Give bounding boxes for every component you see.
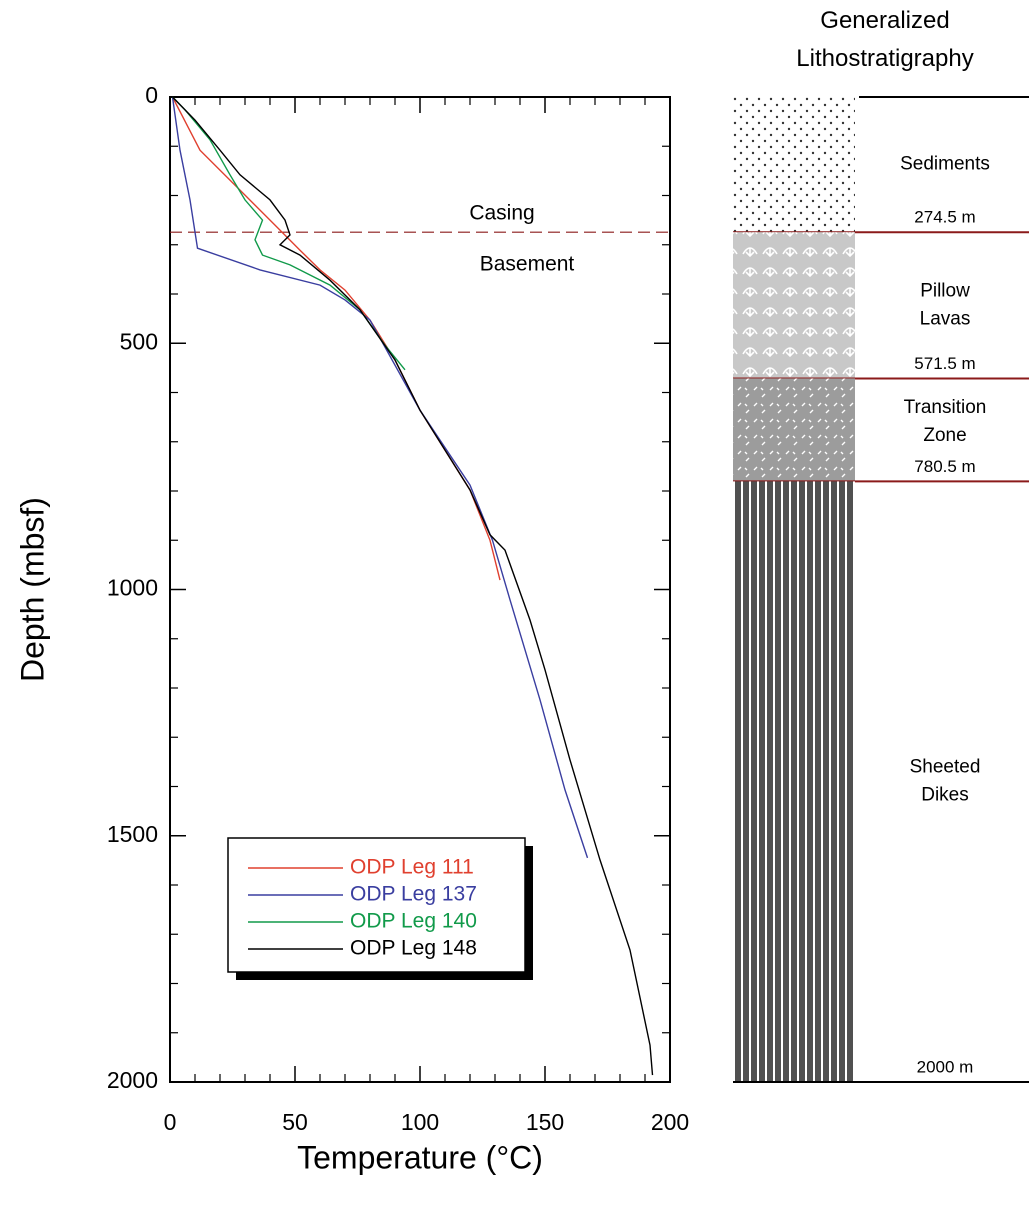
layer-name: Sheeted Dikes bbox=[910, 757, 981, 806]
strat-title: Generalized Lithostratigraphy bbox=[796, 7, 973, 72]
legend-label: ODP Leg 148 bbox=[350, 937, 477, 960]
x-tick-label: 0 bbox=[164, 1109, 177, 1135]
series-line bbox=[171, 96, 501, 581]
title-line: Lithostratigraphy bbox=[796, 45, 973, 72]
layer bbox=[733, 232, 855, 379]
y-axis-label: Depth (mbsf) bbox=[14, 497, 50, 682]
depth-label: 780.5 m bbox=[914, 457, 975, 476]
name-line: Transition bbox=[904, 397, 987, 418]
title-line: Generalized bbox=[820, 7, 949, 34]
annotation: Casing bbox=[469, 202, 534, 225]
series-line bbox=[171, 96, 406, 371]
legend-label: ODP Leg 140 bbox=[350, 910, 477, 933]
layer-name: Sediments bbox=[900, 154, 990, 175]
series-line bbox=[171, 96, 654, 1076]
layer bbox=[733, 481, 855, 1082]
x-tick-label: 50 bbox=[282, 1109, 308, 1135]
layer-name: Transition Zone bbox=[904, 397, 987, 446]
layer bbox=[733, 97, 855, 233]
layer bbox=[733, 378, 855, 482]
depth-label: 274.5 m bbox=[914, 208, 975, 227]
name-line: Zone bbox=[923, 425, 966, 446]
name-line: Sediments bbox=[900, 154, 990, 175]
y-tick-label: 500 bbox=[120, 328, 158, 354]
x-axis-label: Temperature (°C) bbox=[297, 1139, 543, 1175]
strat-title-text: Generalized Lithostratigraphy bbox=[796, 7, 973, 72]
name-line: Pillow bbox=[920, 280, 970, 301]
depth-label: 571.5 m bbox=[914, 354, 975, 373]
name-line: Lavas bbox=[920, 308, 971, 329]
x-tick-label: 100 bbox=[401, 1109, 439, 1135]
y-tick-label: 2000 bbox=[107, 1067, 158, 1093]
y-tick-label: 1000 bbox=[107, 575, 158, 601]
name-line: Dikes bbox=[921, 785, 969, 806]
legend-label: ODP Leg 111 bbox=[350, 856, 474, 879]
layer-name: Pillow Lavas bbox=[920, 280, 971, 329]
y-tick-label: 0 bbox=[145, 82, 158, 108]
series-line bbox=[171, 96, 589, 859]
x-tick-label: 200 bbox=[651, 1109, 689, 1135]
name-line: Sheeted bbox=[910, 757, 981, 778]
annotation: Basement bbox=[480, 253, 575, 276]
x-tick-label: 150 bbox=[526, 1109, 564, 1135]
depth-label: 2000 m bbox=[917, 1057, 974, 1076]
legend-label: ODP Leg 137 bbox=[350, 883, 477, 906]
y-tick-label: 1500 bbox=[107, 821, 158, 847]
